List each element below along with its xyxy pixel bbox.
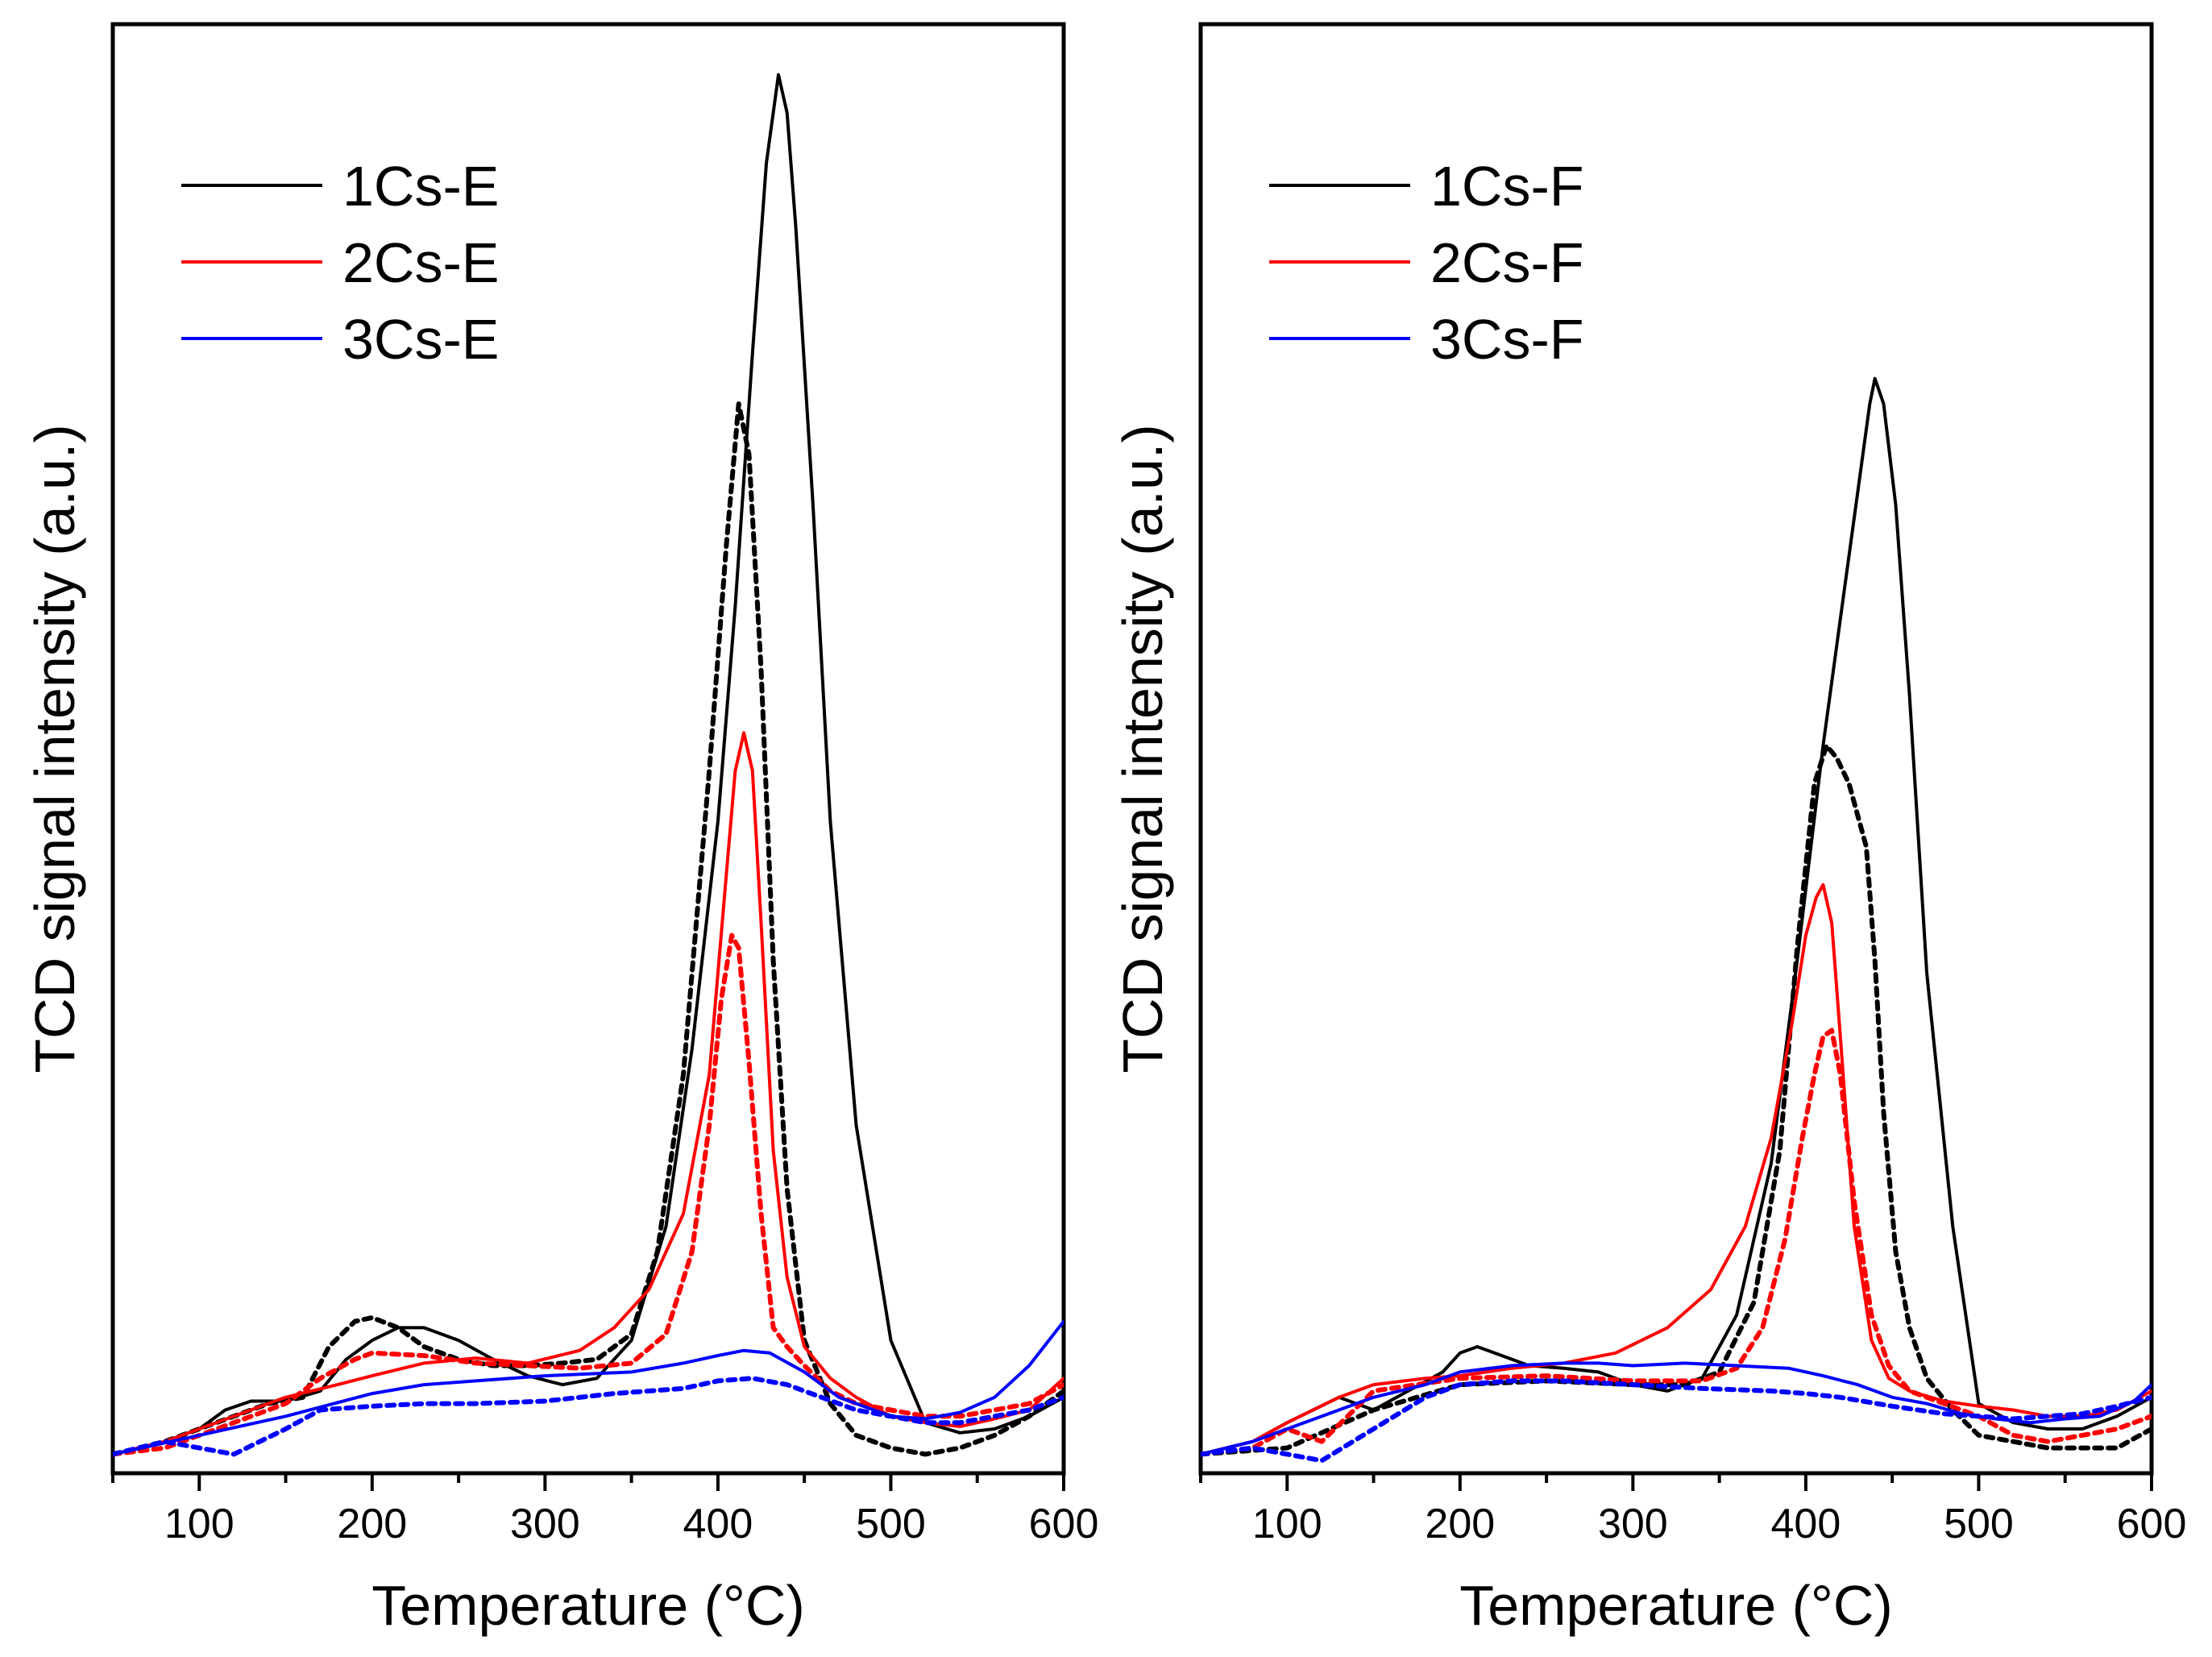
left-series-3cs-e — [113, 1319, 1064, 1456]
left-series-group — [113, 73, 1064, 1457]
right-series-3cs-f-dotted — [1201, 1378, 2152, 1464]
left-series-2cs-e-dotted — [113, 932, 1064, 1457]
right-y-axis-label: TCD signal intensity (a.u.) — [1111, 424, 1174, 1073]
left-x-axis-label: Temperature (°C) — [371, 1574, 805, 1637]
right-chart-panel: 100 200 300 400 500 600 Temperature (°C) TCD si… — [1111, 22, 2187, 1637]
left-x-tick-label-400: 400 — [683, 1501, 753, 1547]
left-series-1cs-e — [113, 73, 1064, 1456]
right-legend-label-2cs-f: 2Cs-F — [1430, 231, 1584, 294]
left-plot-frame — [110, 22, 1066, 1476]
left-y-axis-label: TCD signal intensity (a.u.) — [23, 424, 86, 1073]
right-legend-label-3cs-f: 3Cs-F — [1430, 308, 1584, 371]
left-x-tick-label-100: 100 — [164, 1501, 234, 1547]
left-series-3cs-e-dotted — [113, 1376, 1064, 1457]
left-legend-label-2cs-e: 2Cs-E — [342, 231, 499, 294]
right-plot-frame — [1198, 22, 2154, 1476]
left-x-tick-label-200: 200 — [337, 1501, 407, 1547]
right-x-tick-label-400: 400 — [1771, 1501, 1841, 1547]
left-x-tick-label-500: 500 — [856, 1501, 926, 1547]
left-legend-label-1cs-e: 1Cs-E — [342, 155, 499, 218]
left-x-tick-label-300: 300 — [510, 1501, 580, 1547]
left-chart-panel: 100 200 300 400 500 600 Temperature (°C) TCD si… — [23, 22, 1099, 1637]
right-series-2cs-f-dotted — [1201, 1028, 2152, 1457]
left-series-1cs-e-dotted — [113, 401, 1064, 1457]
right-legend-label-1cs-f: 1Cs-F — [1430, 155, 1584, 218]
right-series-group — [1201, 376, 2152, 1464]
right-x-tick-label-600: 600 — [2117, 1501, 2187, 1547]
right-x-tick-label-100: 100 — [1252, 1501, 1322, 1547]
left-legend-label-3cs-e: 3Cs-E — [342, 308, 499, 371]
right-series-3cs-f — [1201, 1361, 2152, 1456]
right-x-tick-label-300: 300 — [1598, 1501, 1668, 1547]
left-x-tick-label-600: 600 — [1029, 1501, 1099, 1547]
right-x-axis-label: Temperature (°C) — [1459, 1574, 1893, 1637]
right-x-tick-label-200: 200 — [1425, 1501, 1495, 1547]
right-series-2cs-f — [1201, 882, 2152, 1456]
right-x-tick-label-500: 500 — [1944, 1501, 2014, 1547]
